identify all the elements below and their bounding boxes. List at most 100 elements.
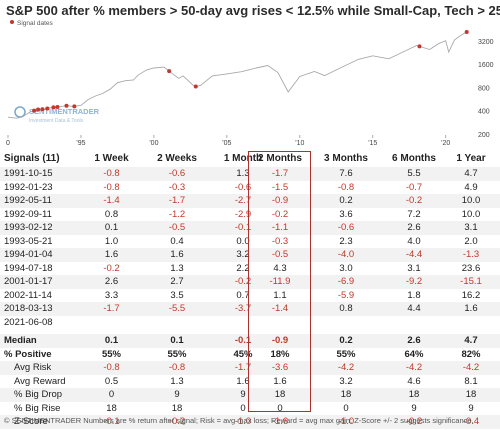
summary-row: % Big Drop 0 9 9 18 18 18 18 bbox=[0, 388, 500, 402]
x-tick-label: '05 bbox=[222, 140, 231, 147]
table-row: 1993-02-12 0.1 -0.5 -0.1 -1.1 -0.6 2.6 3.1 bbox=[0, 221, 500, 235]
column-header: 2 Weeks bbox=[157, 153, 197, 164]
summary-label: Avg Reward bbox=[14, 375, 66, 387]
summary-label: Median bbox=[4, 335, 37, 346]
return-value: -0.2 bbox=[271, 208, 289, 220]
return-value: -0.5 bbox=[168, 222, 186, 233]
watermark-logo-icon bbox=[14, 106, 26, 118]
signal-marker bbox=[36, 107, 41, 112]
signal-marker bbox=[72, 104, 77, 109]
summary-value: -1.0 bbox=[337, 416, 355, 427]
return-value: -9.2 bbox=[405, 276, 423, 287]
return-value: 2.6 bbox=[407, 222, 421, 233]
summary-value: 18 bbox=[106, 402, 117, 414]
summary-value: 0.1 bbox=[104, 335, 119, 346]
summary-value: -0.2 bbox=[405, 416, 423, 427]
return-value: 2.7 bbox=[170, 276, 184, 287]
return-value: 3.6 bbox=[339, 208, 353, 220]
legend-signal-marker bbox=[10, 20, 14, 24]
return-value bbox=[142, 316, 212, 330]
summary-value: 64% bbox=[404, 348, 424, 360]
summary-value: -0.1 bbox=[103, 416, 120, 427]
return-value: -4.0 bbox=[337, 249, 355, 260]
signal-date: 1994-07-18 bbox=[4, 262, 53, 274]
summary-value: 18 bbox=[408, 389, 420, 400]
return-value bbox=[84, 316, 139, 330]
summary-value: 1.6 bbox=[273, 375, 287, 387]
summary-label: Z-Score bbox=[14, 416, 48, 427]
summary-value: 9 bbox=[174, 389, 180, 400]
summary-value: 4.7 bbox=[464, 335, 478, 346]
return-value: -3.7 bbox=[234, 303, 252, 314]
return-value bbox=[312, 316, 380, 330]
return-value: -1.3 bbox=[462, 249, 480, 260]
summary-value: -0.1 bbox=[234, 335, 252, 346]
summary-row: Avg Reward 0.5 1.3 1.6 1.6 3.2 4.6 8.1 bbox=[0, 375, 500, 389]
watermark-tagline: Investment Data & Tools bbox=[29, 118, 84, 124]
return-value: -0.7 bbox=[405, 181, 423, 193]
summary-label: % Big Rise bbox=[14, 402, 61, 414]
return-value: -0.6 bbox=[337, 222, 355, 233]
summary-value: 9 bbox=[240, 389, 246, 400]
signal-date: 2002-11-14 bbox=[4, 289, 52, 301]
summary-value: 55% bbox=[336, 348, 356, 360]
summary-row: % Big Rise 18 18 0 0 0 9 9 bbox=[0, 402, 500, 416]
x-tick-label: '15 bbox=[368, 140, 377, 147]
summary-value: -0.9 bbox=[271, 335, 289, 346]
signal-marker bbox=[40, 107, 45, 112]
summary-row: % Positive 55% 55% 45% 18% 55% 64% 82% bbox=[0, 348, 500, 362]
summary-value: -0.8 bbox=[168, 362, 186, 373]
return-value: -0.2 bbox=[103, 262, 120, 274]
x-tick-label: '20 bbox=[441, 140, 450, 147]
return-value: -2.7 bbox=[234, 195, 252, 206]
signal-date: 1992-09-11 bbox=[4, 208, 52, 220]
summary-value: 82% bbox=[461, 348, 481, 360]
column-header: 1 Week bbox=[94, 153, 129, 164]
return-value: 0.8 bbox=[339, 303, 353, 314]
return-value: -0.8 bbox=[337, 181, 355, 193]
summary-value: -0.4 bbox=[462, 416, 480, 427]
x-tick-label: '10 bbox=[295, 140, 304, 147]
summary-value: 0.2 bbox=[339, 335, 353, 346]
return-value: -0.8 bbox=[103, 181, 120, 193]
return-value: 1.0 bbox=[104, 235, 119, 247]
return-value: -11.9 bbox=[269, 276, 291, 287]
return-value: -1.7 bbox=[168, 195, 186, 206]
return-value: 4.0 bbox=[407, 235, 421, 247]
signal-marker bbox=[45, 106, 50, 111]
return-value: -6.9 bbox=[337, 276, 355, 287]
return-value: 4.7 bbox=[464, 168, 478, 179]
summary-label: % Big Drop bbox=[14, 389, 63, 400]
x-tick-label: 0 bbox=[6, 140, 10, 147]
return-value bbox=[446, 316, 496, 330]
signal-marker bbox=[32, 108, 37, 113]
column-header: 1 Month bbox=[223, 153, 263, 164]
x-tick-label: '00 bbox=[149, 140, 158, 147]
return-value: 1.6 bbox=[170, 249, 184, 260]
return-value: 16.2 bbox=[461, 289, 481, 301]
signal-date: 1992-05-11 bbox=[4, 195, 52, 206]
y-tick-label: 800 bbox=[478, 85, 490, 92]
return-value: 2.2 bbox=[236, 262, 250, 274]
summary-value: 18 bbox=[340, 389, 352, 400]
return-value: -0.6 bbox=[168, 168, 186, 179]
return-value: -1.5 bbox=[271, 181, 289, 193]
signal-date: 1991-10-15 bbox=[4, 168, 53, 179]
return-value: -5.9 bbox=[337, 289, 355, 301]
y-tick-label: 400 bbox=[478, 109, 490, 116]
y-tick-label: 3200 bbox=[478, 39, 494, 46]
table-row: 1993-05-21 1.0 0.4 0.0 -0.3 2.3 4.0 2.0 bbox=[0, 235, 500, 249]
return-value: -0.6 bbox=[234, 181, 252, 193]
return-value: 0.4 bbox=[170, 235, 184, 247]
return-value: -0.2 bbox=[234, 276, 252, 287]
summary-value: -4.2 bbox=[462, 362, 480, 373]
signal-date: 1994-01-04 bbox=[4, 249, 53, 260]
summary-value: 18 bbox=[465, 389, 477, 400]
return-value: 0.8 bbox=[104, 208, 119, 220]
summary-value: 18 bbox=[171, 402, 183, 414]
summary-value: -0.2 bbox=[168, 416, 186, 427]
return-value: 2.0 bbox=[464, 235, 478, 247]
return-value: 1.8 bbox=[407, 289, 421, 301]
return-value: 10.0 bbox=[461, 208, 481, 220]
summary-value: -0.8 bbox=[103, 362, 120, 373]
